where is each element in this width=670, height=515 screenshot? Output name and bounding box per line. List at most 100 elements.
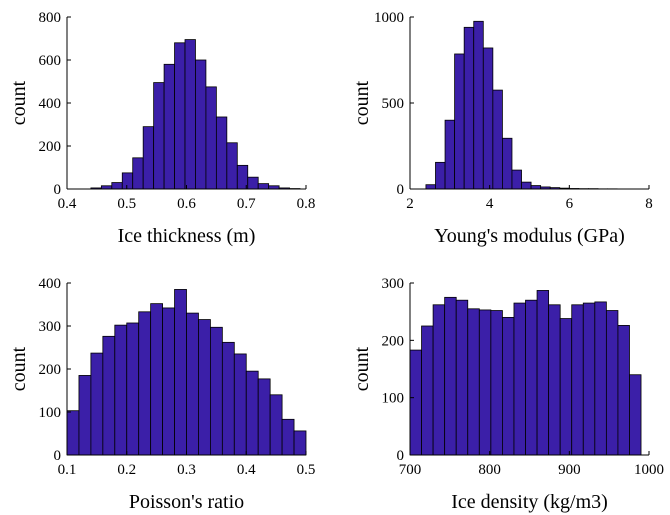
y-tick-label: 800	[39, 10, 62, 26]
histogram-bar	[617, 325, 630, 456]
histogram-bar	[502, 316, 515, 456]
histogram-bar	[525, 299, 538, 456]
histogram-bar	[432, 304, 446, 456]
histogram-bar	[209, 326, 223, 456]
x-tick-label: 0.6	[177, 196, 196, 212]
histogram-bar	[114, 324, 128, 456]
y-tick-label: 400	[39, 96, 62, 112]
y-tick-label: 200	[382, 333, 405, 349]
y-tick-label: 0	[54, 448, 62, 464]
histogram-bar	[78, 375, 92, 456]
histogram-bar	[513, 302, 526, 456]
histogram-bar	[102, 335, 116, 456]
y-tick-label: 300	[382, 276, 405, 292]
histogram-bar	[605, 310, 619, 456]
x-tick-label: 1000	[634, 462, 664, 478]
histogram-bar	[247, 176, 259, 190]
y-tick-label: 1000	[374, 10, 404, 26]
y-tick-label: 400	[39, 276, 62, 292]
histogram-bar	[293, 430, 307, 456]
x-axis-label: Young's modulus (GPa)	[434, 225, 625, 247]
histogram-bar	[153, 82, 165, 190]
x-tick-label: 0.1	[58, 462, 77, 478]
histogram-bar	[463, 26, 475, 190]
y-tick-label: 200	[39, 139, 62, 155]
histogram-bar	[174, 42, 186, 190]
histogram-bar	[571, 304, 584, 456]
histogram-bar	[66, 410, 80, 456]
histogram-bar	[530, 185, 542, 190]
histogram-bar	[629, 374, 642, 456]
x-tick-label: 0.7	[237, 196, 256, 212]
y-tick-label: 0	[397, 182, 405, 198]
histogram-bar	[444, 119, 456, 190]
histogram-bar	[138, 311, 152, 456]
x-tick-label: 0.4	[58, 196, 77, 212]
histogram-bar	[511, 169, 522, 190]
histogram-bar	[454, 53, 465, 190]
histogram-bar	[490, 310, 503, 456]
histogram-bar	[111, 182, 123, 190]
y-tick-label: 0	[397, 448, 405, 464]
x-tick-label: 800	[478, 462, 501, 478]
histogram-bar	[184, 39, 196, 190]
histogram-bar	[582, 302, 596, 456]
histogram-bar	[435, 161, 446, 190]
y-tick-label: 600	[39, 53, 62, 69]
chart-panel-4: 700 800 900 1000 0 100 200 300 Ice density (kg/m…	[351, 276, 664, 513]
histogram-bar	[221, 341, 235, 456]
histogram-bar	[142, 126, 155, 190]
y-tick-label: 200	[39, 362, 62, 378]
chart-panel-1: 0.4 0.5 0.6 0.7 0.8 0 200 400 600 800 Ice thicknes…	[8, 10, 315, 247]
histogram-bar	[421, 325, 434, 456]
chart-panel-2: 2 4 6 8 0 500 1000 Young's modulus (GPa) count	[351, 10, 653, 247]
y-axis-label: count	[351, 346, 373, 391]
histogram-bar	[205, 86, 217, 190]
histogram-bar	[162, 307, 175, 456]
histogram-bar	[132, 157, 144, 190]
y-axis-label: count	[351, 80, 373, 125]
chart-panel-3: 0.1 0.2 0.3 0.4 0.5 0 100 200 300 400 Poisson's ra…	[8, 276, 315, 513]
y-tick-label: 100	[382, 391, 405, 407]
histogram-bar	[478, 309, 492, 456]
y-tick-label: 300	[39, 319, 62, 335]
histogram-bar	[245, 370, 259, 456]
x-tick-label: 0.4	[237, 462, 256, 478]
x-axis-label: Ice density (kg/m3)	[451, 491, 608, 513]
histogram-bar	[482, 47, 494, 190]
histogram-bar	[502, 137, 513, 190]
histogram-bar	[198, 319, 211, 456]
y-tick-label: 500	[382, 96, 405, 112]
y-tick-label: 100	[39, 405, 62, 421]
x-tick-label: 0.2	[117, 462, 136, 478]
histogram-bar	[425, 184, 436, 190]
y-axis-label: count	[8, 80, 30, 125]
x-tick-label: 4	[486, 196, 494, 212]
x-tick-label: 900	[558, 462, 581, 478]
histogram-bar	[257, 183, 270, 190]
y-tick-label: 0	[54, 182, 62, 198]
histogram-bar	[126, 322, 140, 456]
x-tick-label: 0.5	[117, 196, 136, 212]
histogram-bar	[150, 303, 163, 456]
histogram-bar	[186, 312, 199, 456]
histogram-bar	[195, 59, 207, 190]
histogram-bar	[233, 353, 247, 456]
x-tick-label: 0.3	[177, 462, 196, 478]
x-tick-label: 0.8	[297, 196, 316, 212]
histogram-bar	[226, 142, 238, 190]
x-tick-label: 2	[406, 196, 414, 212]
histogram-bar	[559, 318, 573, 456]
histogram-bar	[521, 181, 532, 190]
x-axis-label: Ice thickness (m)	[118, 225, 256, 247]
x-tick-label: 700	[399, 462, 422, 478]
histogram-bar	[548, 304, 561, 456]
histogram-bar	[215, 116, 228, 190]
histogram-bar	[467, 308, 480, 456]
histogram-bar	[492, 89, 503, 190]
histogram-bar	[121, 172, 134, 190]
x-tick-label: 0.5	[297, 462, 316, 478]
y-axis-label: count	[8, 346, 30, 391]
histogram-bar	[269, 394, 283, 456]
